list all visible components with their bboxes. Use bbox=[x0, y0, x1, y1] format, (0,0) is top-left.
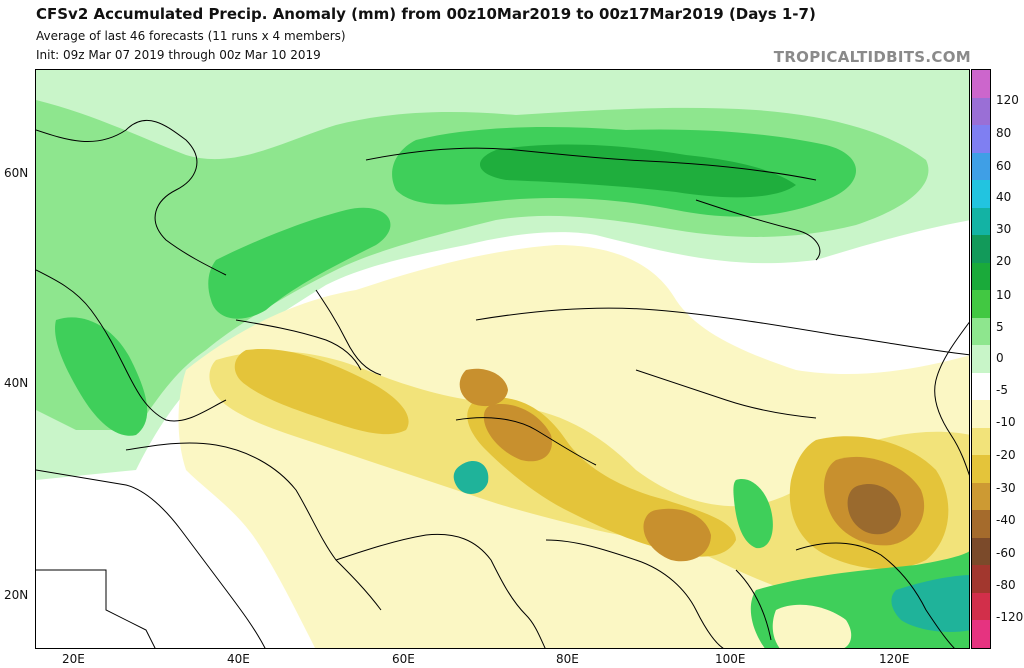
lat-label-20n: 20N bbox=[4, 588, 29, 602]
colorbar-segment bbox=[972, 235, 990, 264]
colorbar-segment bbox=[972, 510, 990, 539]
coastlines bbox=[36, 119, 969, 648]
watermark: TROPICALTIDBITS.COM bbox=[773, 48, 971, 66]
lon-label-80e: 80E bbox=[556, 652, 579, 666]
dry-china-dark bbox=[847, 484, 901, 535]
colorbar-label: -30 bbox=[996, 481, 1016, 495]
colorbar-label: 20 bbox=[996, 254, 1012, 268]
colorbar-segment bbox=[972, 152, 990, 181]
colorbar-label: -10 bbox=[996, 415, 1016, 429]
colorbar-label: 60 bbox=[996, 159, 1012, 173]
wet-balkans bbox=[55, 317, 148, 436]
lat-label-60n: 60N bbox=[4, 166, 29, 180]
colorbar-segment bbox=[972, 317, 990, 346]
lon-label-60e: 60E bbox=[392, 652, 415, 666]
colorbar-label: -60 bbox=[996, 546, 1016, 560]
wet-south-teal bbox=[891, 575, 969, 632]
colorbar-label: -120 bbox=[996, 610, 1024, 624]
lon-label-120e: 120E bbox=[879, 652, 910, 666]
colorbar-segment bbox=[972, 97, 990, 126]
init-time: Init: 09z Mar 07 2019 through 00z Mar 10… bbox=[36, 48, 321, 62]
colorbar-segment bbox=[972, 400, 990, 429]
wet-tibet-spot bbox=[733, 479, 773, 549]
wet-band-west bbox=[208, 207, 391, 319]
colorbar-segment bbox=[972, 262, 990, 291]
colorbar-segment bbox=[972, 125, 990, 154]
colorbar-segment bbox=[972, 455, 990, 484]
colorbar-label: 40 bbox=[996, 190, 1012, 204]
colorbar-segment bbox=[972, 482, 990, 511]
lat-label-40n: 40N bbox=[4, 376, 29, 390]
colorbar-segment bbox=[972, 620, 990, 649]
colorbar-label: 80 bbox=[996, 126, 1012, 140]
wet-north-teal bbox=[479, 144, 796, 198]
colorbar-segment bbox=[972, 180, 990, 209]
dry-iran bbox=[234, 349, 409, 435]
colorbar-label: -80 bbox=[996, 578, 1016, 592]
map-area bbox=[35, 69, 970, 649]
colorbar-segment bbox=[972, 592, 990, 621]
colorbar-segment bbox=[972, 537, 990, 566]
precip-anomaly-map bbox=[36, 70, 969, 648]
map-title: CFSv2 Accumulated Precip. Anomaly (mm) f… bbox=[36, 5, 816, 23]
dry-tajik-brown bbox=[459, 368, 508, 407]
colorbar-label: -40 bbox=[996, 513, 1016, 527]
colorbar-label: -20 bbox=[996, 448, 1016, 462]
colorbar-label: 120 bbox=[996, 93, 1019, 107]
lon-label-40e: 40E bbox=[227, 652, 250, 666]
lon-label-100e: 100E bbox=[715, 652, 746, 666]
colorbar-segment bbox=[972, 427, 990, 456]
dry-burma-brown bbox=[643, 508, 711, 562]
colorbar-segment bbox=[972, 345, 990, 374]
colorbar-label: -5 bbox=[996, 383, 1008, 397]
colorbar-segment bbox=[972, 372, 990, 401]
wet-pakistan-spot bbox=[453, 461, 489, 494]
colorbar-label: 30 bbox=[996, 222, 1012, 236]
colorbar-label: 0 bbox=[996, 351, 1004, 365]
lon-label-20e: 20E bbox=[62, 652, 85, 666]
colorbar-segment bbox=[972, 207, 990, 236]
map-subtitle: Average of last 46 forecasts (11 runs x … bbox=[36, 29, 346, 43]
colorbar-segment bbox=[972, 290, 990, 319]
colorbar-segment bbox=[972, 565, 990, 594]
colorbar bbox=[971, 69, 991, 649]
dry-southeast-light bbox=[772, 604, 852, 648]
colorbar-label: 5 bbox=[996, 320, 1004, 334]
colorbar-label: 10 bbox=[996, 288, 1012, 302]
colorbar-segment bbox=[972, 70, 990, 99]
